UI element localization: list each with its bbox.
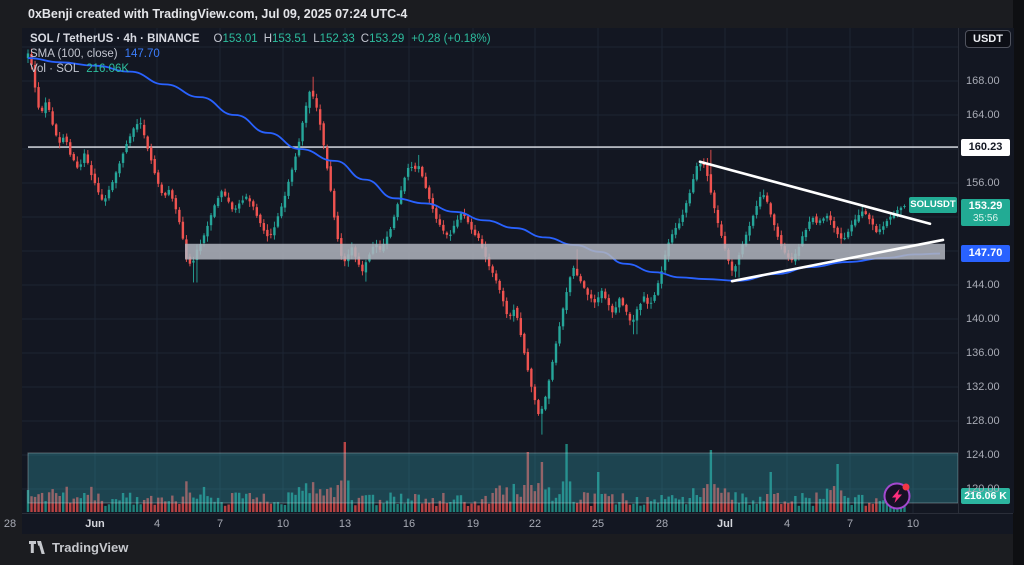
time-axis-label: 22 bbox=[528, 518, 542, 530]
attribution-bar: 0xBenji created with TradingView.com, Ju… bbox=[28, 5, 407, 23]
price-axis-label: 120.00 bbox=[966, 483, 1000, 495]
sma-line[interactable] bbox=[27, 57, 941, 282]
legend-sma-row: SMA (100, close) 147.70 bbox=[30, 47, 491, 62]
ohlc-key: H bbox=[263, 33, 272, 45]
ohlc-key: C bbox=[360, 33, 370, 45]
price-axis-label: 164.00 bbox=[966, 109, 1000, 121]
price-chart-canvas[interactable]: SOL / TetherUS · 4h · BINANCE O153.01 H15… bbox=[22, 28, 958, 513]
sma-price-tag: 147.70 bbox=[961, 245, 1010, 263]
currency-toggle-button[interactable]: USDT bbox=[965, 30, 1011, 48]
time-axis-label: 10 bbox=[276, 518, 290, 530]
price-axis-label: 140.00 bbox=[966, 313, 1000, 325]
legend-symbol-row: SOL / TetherUS · 4h · BINANCE O153.01 H15… bbox=[30, 32, 491, 47]
sma-indicator-label[interactable]: SMA (100, close) bbox=[30, 48, 118, 60]
volume-highlight-box[interactable] bbox=[27, 452, 958, 504]
ohlc-values: O153.01 H153.51 L152.33 C153.29 bbox=[208, 32, 405, 47]
ohlc-value: 153.01 bbox=[222, 33, 258, 45]
symbol-title[interactable]: SOL / TetherUS · 4h · BINANCE bbox=[30, 33, 200, 45]
support-resistance-band[interactable] bbox=[185, 243, 945, 260]
price-axis-label: 156.00 bbox=[966, 177, 1000, 189]
price-axis-label: 144.00 bbox=[966, 279, 1000, 291]
time-axis-label: 16 bbox=[402, 518, 416, 530]
ohlc-value: 153.51 bbox=[272, 33, 308, 45]
time-axis-label: Jul bbox=[717, 518, 733, 530]
price-axis-label: 132.00 bbox=[966, 381, 1000, 393]
candles-layer bbox=[26, 48, 906, 435]
bar-countdown: 35:56 bbox=[972, 213, 999, 225]
hline-price-tag: 160.23 bbox=[961, 138, 1010, 156]
price-change: +0.28 (+0.18%) bbox=[411, 33, 491, 45]
sma-indicator-value: 147.70 bbox=[124, 48, 160, 60]
descending-resistance-trendline[interactable] bbox=[698, 160, 932, 226]
time-axis-label: 4 bbox=[783, 518, 791, 530]
tradingview-logo-icon bbox=[29, 541, 45, 554]
ohlc-key: L bbox=[313, 33, 320, 45]
price-axis-label: 128.00 bbox=[966, 415, 1000, 427]
symbol-price-flag: SOLUSDT bbox=[909, 197, 957, 213]
volume-indicator-value: 216.06K bbox=[86, 63, 130, 75]
chart-widget: SOL / TetherUS · 4h · BINANCE O153.01 H15… bbox=[4, 28, 1014, 534]
time-axis-label: 13 bbox=[338, 518, 352, 530]
price-axis-label: 168.00 bbox=[966, 75, 1000, 87]
attribution-text: 0xBenji created with TradingView.com, Ju… bbox=[28, 7, 408, 21]
volume-indicator-label[interactable]: Vol · SOL bbox=[30, 63, 80, 75]
time-axis[interactable]: 28 Jun 4 7 10 13 16 19 22 25 28 Jul 4 7 10 bbox=[4, 513, 1013, 534]
legend-volume-row: Vol · SOL 216.06K bbox=[30, 62, 491, 77]
ohlc-value: 152.33 bbox=[319, 33, 355, 45]
ohlc-value: 153.29 bbox=[369, 33, 405, 45]
time-axis-label: 25 bbox=[591, 518, 605, 530]
lightning-sticker[interactable] bbox=[883, 482, 911, 510]
ohlc-key: O bbox=[213, 33, 223, 45]
right-margin bbox=[1013, 0, 1024, 565]
volume-layer bbox=[26, 442, 906, 512]
ascending-support-trendline[interactable] bbox=[730, 238, 945, 283]
time-axis-label: 10 bbox=[906, 518, 920, 530]
time-axis-label: 28 bbox=[3, 518, 17, 530]
price-axis-label: 136.00 bbox=[966, 347, 1000, 359]
chart-svg[interactable] bbox=[22, 28, 958, 513]
volume-tag: 216.06 K bbox=[961, 488, 1010, 504]
time-axis-label: 4 bbox=[153, 518, 161, 530]
price-axis-label: 124.00 bbox=[966, 449, 1000, 461]
time-axis-label: 7 bbox=[216, 518, 224, 530]
time-axis-label: Jun bbox=[85, 518, 105, 530]
time-axis-label: 7 bbox=[846, 518, 854, 530]
time-axis-label: 19 bbox=[466, 518, 480, 530]
last-price-tag: 153.29 35:56 bbox=[961, 199, 1010, 227]
last-price-value: 153.29 bbox=[968, 200, 1003, 213]
chart-legend: SOL / TetherUS · 4h · BINANCE O153.01 H15… bbox=[30, 32, 491, 77]
tradingview-logo-text: TradingView bbox=[52, 540, 129, 555]
time-axis-label: 28 bbox=[655, 518, 669, 530]
price-axis[interactable]: USDT 160.23 153.29 35:56 147.70 216.06 K… bbox=[958, 28, 1014, 513]
tradingview-footer[interactable]: TradingView bbox=[29, 540, 128, 555]
